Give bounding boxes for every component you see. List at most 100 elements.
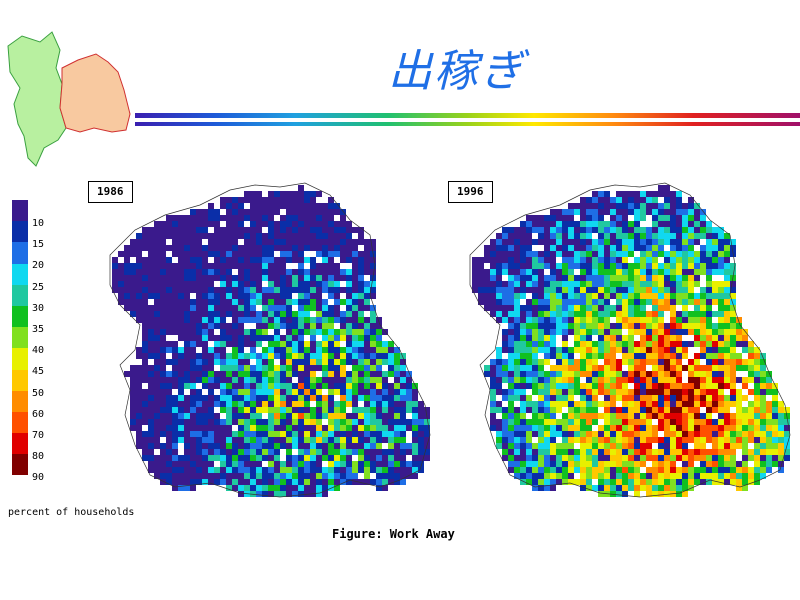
- map-cell: [286, 455, 292, 461]
- map-cell: [388, 413, 394, 419]
- map-cell: [142, 227, 148, 233]
- map-cell: [154, 407, 160, 413]
- map-cell: [508, 227, 514, 233]
- map-cell: [676, 359, 682, 365]
- map-cell: [256, 437, 262, 443]
- map-cell: [208, 467, 214, 473]
- map-cell: [142, 335, 148, 341]
- map-cell: [604, 407, 610, 413]
- map-cell: [652, 449, 658, 455]
- map-cell: [634, 347, 640, 353]
- map-cell: [394, 401, 400, 407]
- map-cell: [592, 263, 598, 269]
- map-cell: [322, 353, 328, 359]
- map-cell: [646, 395, 652, 401]
- map-cell: [208, 275, 214, 281]
- map-cell: [532, 221, 538, 227]
- map-cell: [664, 485, 670, 491]
- map-cell: [196, 335, 202, 341]
- map-cell: [616, 473, 622, 479]
- map-cell: [178, 473, 184, 479]
- map-cell: [622, 395, 628, 401]
- map-cell: [202, 449, 208, 455]
- map-cell: [178, 323, 184, 329]
- map-cell: [214, 299, 220, 305]
- map-cell: [634, 287, 640, 293]
- map-cell: [502, 419, 508, 425]
- map-cell: [604, 371, 610, 377]
- map-cell: [184, 377, 190, 383]
- map-cell: [184, 239, 190, 245]
- map-cell: [496, 287, 502, 293]
- map-cell: [358, 461, 364, 467]
- map-cell: [232, 431, 238, 437]
- map-cell: [514, 383, 520, 389]
- map-cell: [730, 287, 736, 293]
- map-cell: [274, 191, 280, 197]
- map-cell: [532, 425, 538, 431]
- map-cell: [178, 485, 184, 491]
- map-cell: [202, 281, 208, 287]
- map-cell: [226, 209, 232, 215]
- map-cell: [556, 419, 562, 425]
- map-cell: [262, 449, 268, 455]
- map-cell: [136, 395, 142, 401]
- map-cell: [574, 413, 580, 419]
- map-cell: [598, 473, 604, 479]
- map-cell: [634, 371, 640, 377]
- map-cell: [544, 419, 550, 425]
- map-cell: [262, 335, 268, 341]
- map-cell: [706, 359, 712, 365]
- map-cell: [532, 215, 538, 221]
- map-cell: [784, 455, 790, 461]
- map-cell: [496, 443, 502, 449]
- map-cell: [394, 377, 400, 383]
- map-cell: [550, 389, 556, 395]
- map-cell: [760, 449, 766, 455]
- map-cell: [574, 407, 580, 413]
- map-cell: [160, 449, 166, 455]
- map-cell: [418, 419, 424, 425]
- map-cell: [532, 239, 538, 245]
- map-cell: [184, 473, 190, 479]
- map-cell: [220, 257, 226, 263]
- map-cell: [358, 389, 364, 395]
- map-cell: [676, 269, 682, 275]
- map-cell: [550, 317, 556, 323]
- map-cell: [604, 395, 610, 401]
- map-cell: [412, 407, 418, 413]
- map-cell: [706, 395, 712, 401]
- map-cell: [208, 419, 214, 425]
- map-cell: [580, 215, 586, 221]
- map-cell: [724, 395, 730, 401]
- map-cell: [514, 467, 520, 473]
- map-cell: [568, 209, 574, 215]
- map-cell: [262, 359, 268, 365]
- map-cell: [502, 437, 508, 443]
- map-cell: [664, 281, 670, 287]
- map-cell: [616, 443, 622, 449]
- map-cell: [232, 401, 238, 407]
- map-cell: [232, 203, 238, 209]
- map-cell: [484, 245, 490, 251]
- map-cell: [352, 443, 358, 449]
- map-cell: [682, 323, 688, 329]
- map-cell: [694, 275, 700, 281]
- map-cell: [730, 473, 736, 479]
- map-cell: [538, 311, 544, 317]
- map-cell: [250, 401, 256, 407]
- map-cell: [184, 299, 190, 305]
- map-cell: [646, 437, 652, 443]
- map-cell: [520, 281, 526, 287]
- map-cell: [286, 413, 292, 419]
- map-cell: [334, 347, 340, 353]
- map-cell: [724, 281, 730, 287]
- map-cell: [706, 335, 712, 341]
- map-cell: [694, 359, 700, 365]
- map-cell: [214, 227, 220, 233]
- map-cell: [640, 473, 646, 479]
- map-cell: [712, 371, 718, 377]
- map-cell: [304, 401, 310, 407]
- map-cell: [352, 311, 358, 317]
- map-cell: [340, 347, 346, 353]
